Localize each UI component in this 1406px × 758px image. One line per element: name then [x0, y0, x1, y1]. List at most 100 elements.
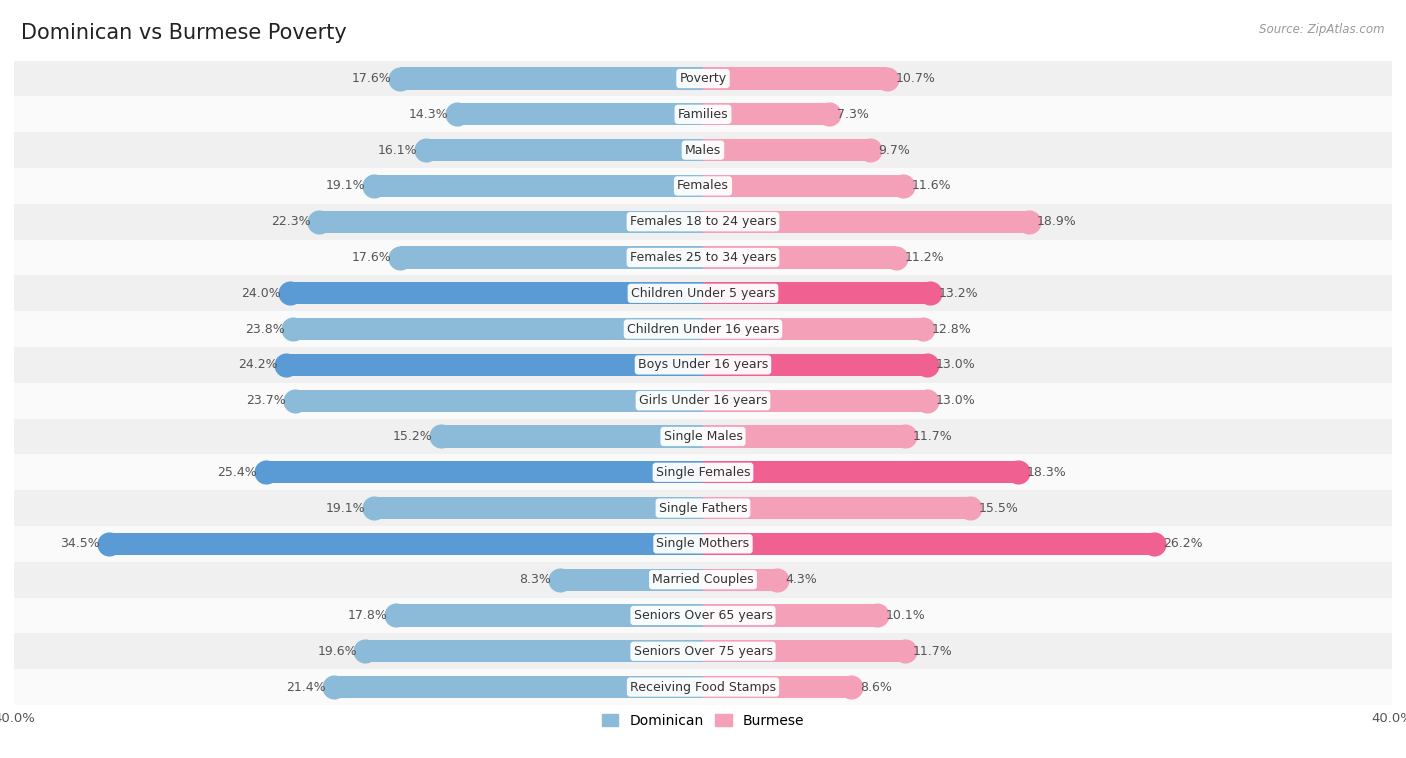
Text: 4.3%: 4.3%	[786, 573, 817, 586]
Bar	[703, 67, 887, 89]
Text: Children Under 16 years: Children Under 16 years	[627, 323, 779, 336]
Text: 11.6%: 11.6%	[911, 180, 950, 193]
Text: 26.2%: 26.2%	[1163, 537, 1202, 550]
Text: 23.8%: 23.8%	[245, 323, 284, 336]
Bar	[703, 533, 1154, 555]
Text: 19.6%: 19.6%	[318, 645, 357, 658]
Bar	[703, 676, 851, 698]
Text: Females 18 to 24 years: Females 18 to 24 years	[630, 215, 776, 228]
Bar	[292, 318, 703, 340]
Bar	[703, 425, 904, 447]
Bar	[14, 312, 1392, 347]
Legend: Dominican, Burmese: Dominican, Burmese	[596, 708, 810, 734]
Text: Single Fathers: Single Fathers	[659, 502, 747, 515]
Bar	[703, 641, 904, 662]
Bar	[14, 347, 1392, 383]
Bar	[399, 67, 703, 89]
Bar	[560, 568, 703, 590]
Bar	[703, 568, 778, 590]
Text: 24.2%: 24.2%	[238, 359, 277, 371]
Text: Children Under 5 years: Children Under 5 years	[631, 287, 775, 300]
Bar	[14, 240, 1392, 275]
Bar	[14, 634, 1392, 669]
Text: Poverty: Poverty	[679, 72, 727, 85]
Bar	[703, 282, 931, 305]
Text: 18.9%: 18.9%	[1038, 215, 1077, 228]
Text: 22.3%: 22.3%	[271, 215, 311, 228]
Text: 15.5%: 15.5%	[979, 502, 1018, 515]
Bar	[426, 139, 703, 161]
Bar	[703, 354, 927, 376]
Bar	[457, 103, 703, 125]
Text: 18.3%: 18.3%	[1026, 465, 1067, 479]
Text: 10.1%: 10.1%	[886, 609, 925, 622]
Bar	[287, 354, 703, 376]
Text: 15.2%: 15.2%	[392, 430, 433, 443]
Bar	[335, 676, 703, 698]
Text: 9.7%: 9.7%	[879, 143, 911, 157]
Text: 12.8%: 12.8%	[932, 323, 972, 336]
Bar	[396, 604, 703, 627]
Bar	[14, 61, 1392, 96]
Bar	[14, 454, 1392, 490]
Bar	[703, 139, 870, 161]
Bar	[14, 597, 1392, 634]
Bar	[14, 669, 1392, 705]
Text: Single Females: Single Females	[655, 465, 751, 479]
Text: 11.7%: 11.7%	[912, 645, 953, 658]
Bar	[295, 390, 703, 412]
Text: Girls Under 16 years: Girls Under 16 years	[638, 394, 768, 407]
Text: Males: Males	[685, 143, 721, 157]
Bar	[14, 490, 1392, 526]
Text: Single Males: Single Males	[664, 430, 742, 443]
Text: 23.7%: 23.7%	[246, 394, 287, 407]
Text: 25.4%: 25.4%	[217, 465, 257, 479]
Text: 17.8%: 17.8%	[347, 609, 388, 622]
Text: 11.2%: 11.2%	[904, 251, 945, 264]
Bar	[14, 275, 1392, 312]
Text: Boys Under 16 years: Boys Under 16 years	[638, 359, 768, 371]
Text: Families: Families	[678, 108, 728, 121]
Text: 19.1%: 19.1%	[326, 180, 366, 193]
Bar	[14, 204, 1392, 240]
Bar	[703, 604, 877, 627]
Text: 19.1%: 19.1%	[326, 502, 366, 515]
Text: 7.3%: 7.3%	[838, 108, 869, 121]
Text: Dominican vs Burmese Poverty: Dominican vs Burmese Poverty	[21, 23, 347, 42]
Text: Source: ZipAtlas.com: Source: ZipAtlas.com	[1260, 23, 1385, 36]
Bar	[14, 418, 1392, 454]
Text: 8.3%: 8.3%	[520, 573, 551, 586]
Bar	[703, 318, 924, 340]
Text: Females: Females	[678, 180, 728, 193]
Text: 8.6%: 8.6%	[859, 681, 891, 694]
Bar	[703, 211, 1029, 233]
Bar	[14, 526, 1392, 562]
Bar	[399, 246, 703, 268]
Bar	[14, 168, 1392, 204]
Bar	[374, 175, 703, 197]
Text: Seniors Over 75 years: Seniors Over 75 years	[634, 645, 772, 658]
Text: 34.5%: 34.5%	[60, 537, 100, 550]
Bar	[374, 497, 703, 519]
Bar	[703, 103, 828, 125]
Bar	[319, 211, 703, 233]
Text: 11.7%: 11.7%	[912, 430, 953, 443]
Text: Receiving Food Stamps: Receiving Food Stamps	[630, 681, 776, 694]
Text: 21.4%: 21.4%	[287, 681, 326, 694]
Bar	[703, 246, 896, 268]
Bar	[290, 282, 703, 305]
Bar	[14, 562, 1392, 597]
Bar	[14, 96, 1392, 132]
Text: 17.6%: 17.6%	[352, 72, 391, 85]
Bar	[14, 132, 1392, 168]
Bar	[703, 497, 970, 519]
Text: 14.3%: 14.3%	[409, 108, 449, 121]
Text: Married Couples: Married Couples	[652, 573, 754, 586]
Text: 17.6%: 17.6%	[352, 251, 391, 264]
Text: Females 25 to 34 years: Females 25 to 34 years	[630, 251, 776, 264]
Text: 13.2%: 13.2%	[939, 287, 979, 300]
Bar	[108, 533, 703, 555]
Bar	[366, 641, 703, 662]
Text: 24.0%: 24.0%	[242, 287, 281, 300]
Text: 10.7%: 10.7%	[896, 72, 936, 85]
